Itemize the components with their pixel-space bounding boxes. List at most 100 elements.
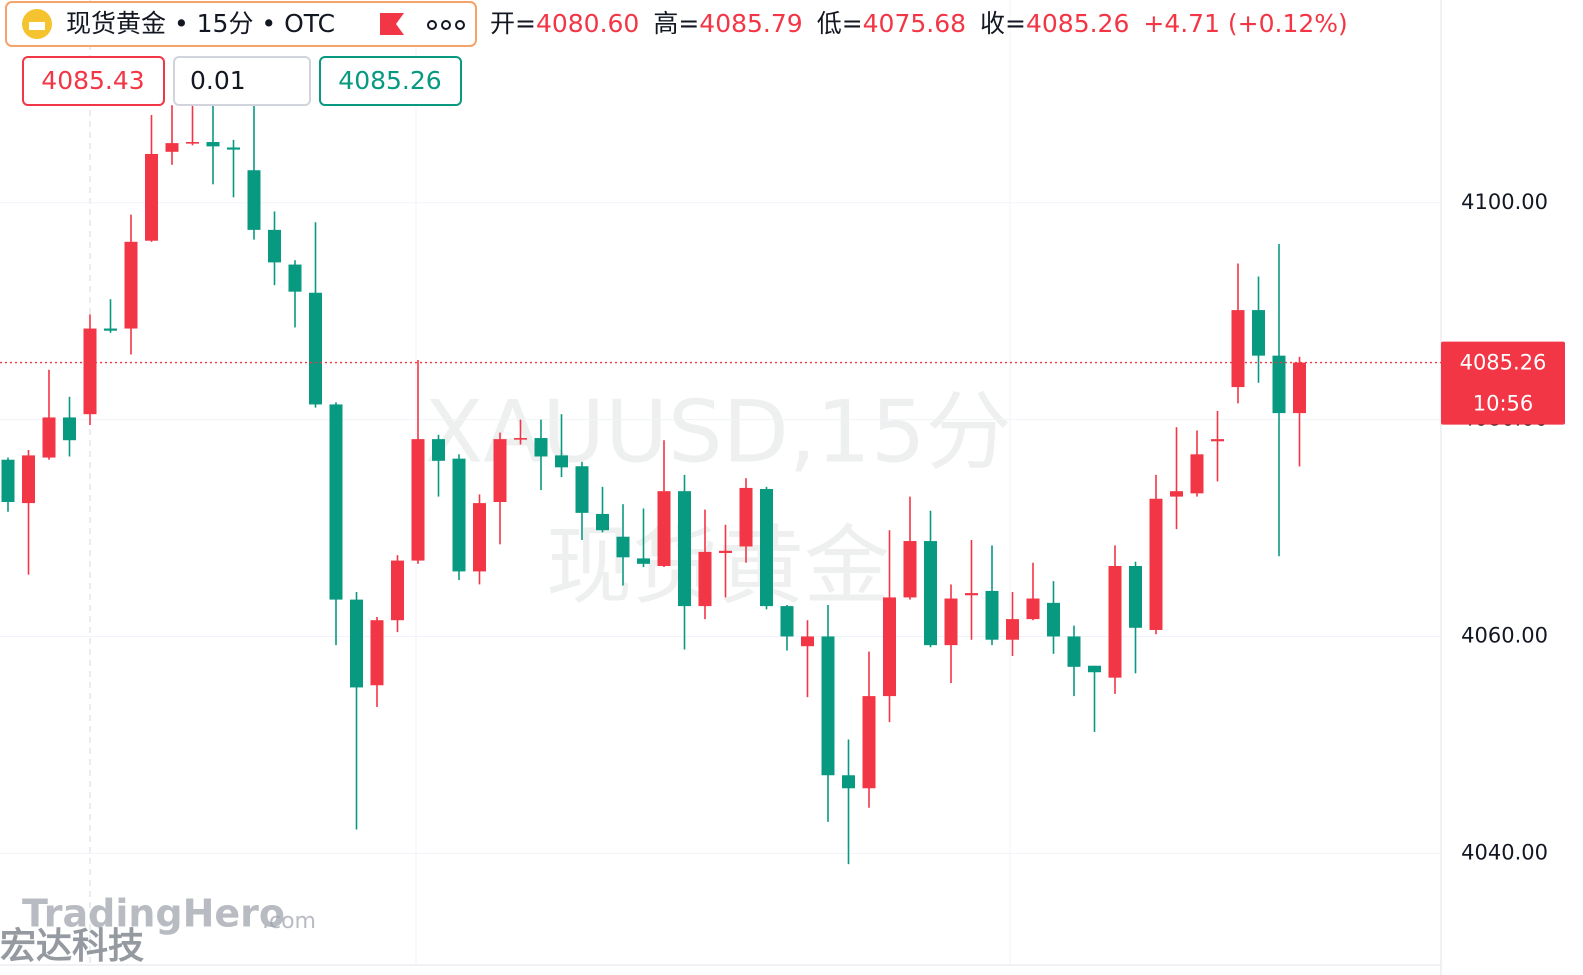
candle-body [391,560,404,621]
candle-body [514,438,527,440]
last-price-tag [1441,341,1565,425]
candle-body [288,264,302,292]
candle-body [739,487,753,547]
candle-body [698,551,712,607]
candle-body [1293,362,1306,414]
candle-body [637,558,650,564]
candle-body [596,513,609,531]
candle-body [719,550,732,553]
icon-bar [29,22,45,30]
logo-domain: .com [262,909,316,934]
ohlc-value: 4080.60 [536,9,639,38]
candle-body [206,142,220,147]
symbol-title: 现货黄金 • 15分 • OTC [66,9,335,38]
ohlc-legend: 开= 4080.60 高= 4085.79 低= 4075.68 收= 4085.26 +4.7… [490,9,1348,38]
candle-body [1272,355,1286,414]
spread-box[interactable] [173,56,311,106]
candle-body [862,696,876,789]
candle-body [616,536,630,558]
plot-area [0,99,1441,865]
candle-body [1026,598,1040,620]
candle-body [165,143,179,152]
candle-body [1170,491,1183,497]
candle-body [63,417,76,441]
candle-body [1231,310,1245,388]
ask-price: 4085.26 [338,66,441,95]
candle-body [1190,454,1204,494]
candle-body [1006,619,1019,640]
more-icon[interactable] [427,20,465,30]
spread: 0.01 [190,66,246,95]
candle-body [432,439,445,461]
flag-icon[interactable] [380,13,404,35]
ohlc-label: 收= [980,9,1026,38]
bid-price: 4085.43 [41,66,144,95]
candle-body [1211,439,1224,442]
candle-body [145,153,158,241]
bid-button[interactable] [22,56,165,106]
candle-body [124,241,138,329]
last-price-label: 4085.26 [1460,351,1547,375]
candle-body [965,593,978,596]
candle-body [821,636,835,776]
candle-body [104,328,117,331]
candle-body [493,439,507,503]
candle-body [350,599,363,688]
candle-body [842,775,855,789]
countdown: 10:56 [1473,392,1534,416]
candle-body [534,438,548,457]
candle-body [370,620,384,686]
candle-body [329,404,343,600]
ohlc-label: 高= [653,9,699,38]
logo: TradingHero .com 宏达科技 [0,892,316,968]
candle-body [452,458,466,572]
candle-body [1088,665,1101,673]
y-tick-label: 4100.00 [1461,190,1548,214]
logo-company: 宏达科技 [0,926,144,967]
header: 现货黄金 • 15分 • OTC 开= 4080.60 高= 4085.79 低= 407… [5,1,1348,106]
candle-body [678,491,691,607]
candle-body [1047,602,1060,637]
change: +4.71 (+0.12%) [1143,9,1347,38]
candle-body [309,292,322,405]
watermark: 现货黄金 [546,516,890,616]
candle-body [1,459,15,503]
candle-body [473,503,486,572]
candle-body [247,170,261,230]
candle-body [903,541,917,598]
watermark: XAUUSD,15分 [424,382,1011,482]
background-layer: XAUUSD,15分 现货黄金 [0,0,1442,975]
ohlc-value: 4075.68 [863,9,966,38]
candle-body [760,489,773,607]
ask-button[interactable] [319,56,462,106]
candle-body [801,636,814,647]
symbol-box[interactable] [5,1,477,47]
candle-body [985,590,999,640]
candle-body [1067,636,1081,667]
candle-body [924,541,937,646]
candle-body [411,439,425,561]
candle-body [22,455,35,504]
ohlc-value: 4085.79 [699,9,802,38]
ohlc-label: 开= [490,9,536,38]
candle-body [1129,565,1142,628]
y-tick-label: 4060.00 [1461,623,1548,647]
candle-body [657,491,671,566]
candle-body [555,455,568,468]
candle-body [1252,310,1265,356]
ohlc-value: 4085.26 [1026,9,1129,38]
candle-body [186,142,199,144]
ohlc-label: 低= [817,9,863,38]
candle-body [1108,565,1122,678]
candle-body [944,598,958,646]
candle-body [42,417,56,458]
candle-body [575,466,589,513]
candle-body [227,147,240,150]
candle-body [1149,498,1163,630]
candle-body [883,597,896,697]
candle-body [268,229,281,263]
y-tick-label: 4040.00 [1461,840,1548,864]
candle-body [83,328,97,415]
logo-brand: TradingHero [22,892,285,936]
